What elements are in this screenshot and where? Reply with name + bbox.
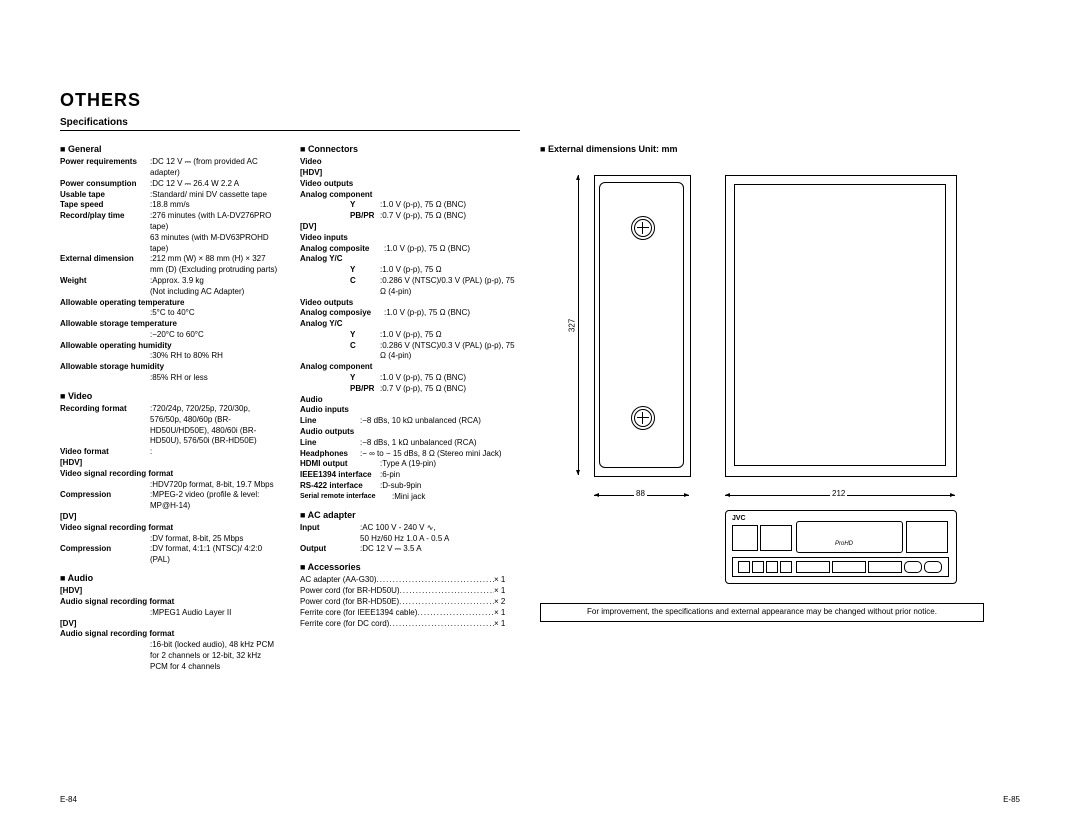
accessory-row: Power cord (for BR-HD50U)× 1 <box>300 586 520 597</box>
accessory-row: Ferrite core (for DC cord)× 1 <box>300 619 520 630</box>
page-title: OTHERS <box>60 90 1020 111</box>
ac-adapter-heading: AC adapter <box>300 509 520 521</box>
video-heading: Video <box>60 390 280 402</box>
accessories-heading: Accessories <box>300 561 520 573</box>
column-general: General Power requirements:DC 12 V ⎓ (fr… <box>60 137 280 672</box>
accessory-row: Power cord (for BR-HD50E)× 2 <box>300 597 520 608</box>
column-connectors: Connectors Video [HDV] Video outputs Ana… <box>300 137 520 672</box>
notice-box: For improvement, the specifications and … <box>540 603 984 622</box>
general-heading: General <box>60 143 280 155</box>
ext-dims-heading: External dimensions Unit: mm <box>540 143 1020 155</box>
connectors-heading: Connectors <box>300 143 520 155</box>
page-subtitle: Specifications <box>60 117 520 131</box>
footer-right: E-85 <box>1003 795 1020 804</box>
dimension-diagram: 327 88 212 JVC <box>560 165 980 585</box>
footer-left: E-84 <box>60 795 77 804</box>
accessory-row: AC adapter (AA-G30)× 1 <box>300 575 520 586</box>
audio-heading: Audio <box>60 572 280 584</box>
column-dimensions: External dimensions Unit: mm 327 <box>540 137 1020 672</box>
accessory-row: Ferrite core (for IEEE1394 cable)× 1 <box>300 608 520 619</box>
